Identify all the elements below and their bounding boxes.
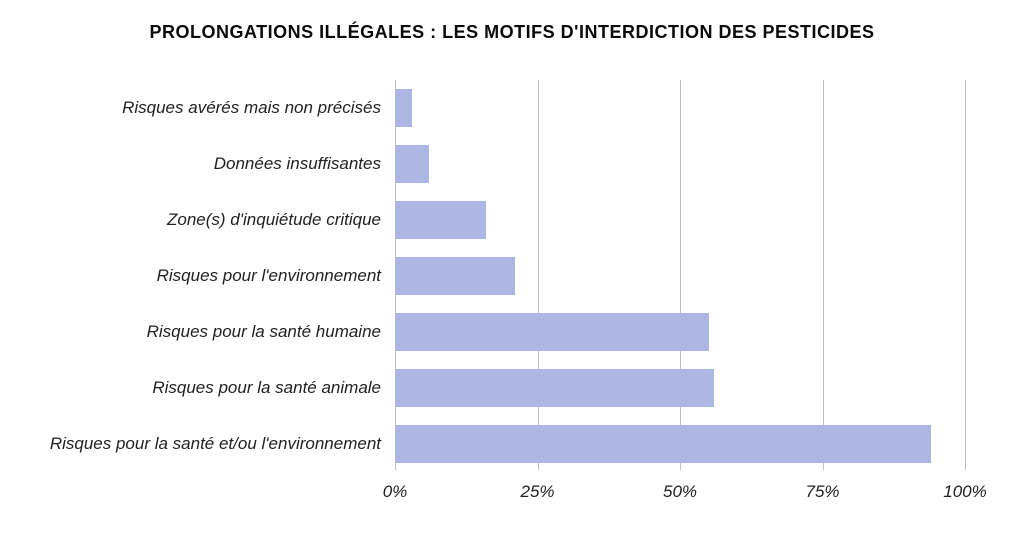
grid-line [680, 80, 681, 470]
plot-area: 0%25%50%75%100%Risques avérés mais non p… [395, 80, 965, 470]
y-axis-category-label: Risques pour la santé animale [152, 378, 395, 398]
y-axis-category-label: Zone(s) d'inquiétude critique [167, 210, 395, 230]
grid-line [538, 80, 539, 470]
x-axis-tick-label: 25% [520, 470, 554, 502]
bar [395, 201, 486, 239]
chart-title: PROLONGATIONS ILLÉGALES : LES MOTIFS D'I… [0, 22, 1024, 43]
bar [395, 313, 709, 351]
x-axis-tick-label: 0% [383, 470, 408, 502]
bar [395, 369, 714, 407]
x-axis-tick-label: 75% [805, 470, 839, 502]
chart-container: PROLONGATIONS ILLÉGALES : LES MOTIFS D'I… [0, 0, 1024, 549]
x-axis-tick-label: 100% [943, 470, 986, 502]
bar [395, 89, 412, 127]
y-axis-category-label: Risques pour l'environnement [157, 266, 395, 286]
grid-line [965, 80, 966, 470]
bar [395, 425, 931, 463]
y-axis-category-label: Risques pour la santé humaine [147, 322, 395, 342]
y-axis-category-label: Risques pour la santé et/ou l'environnem… [50, 434, 395, 454]
bar [395, 145, 429, 183]
grid-line [823, 80, 824, 470]
bar [395, 257, 515, 295]
y-axis-category-label: Risques avérés mais non précisés [122, 98, 395, 118]
x-axis-tick-label: 50% [663, 470, 697, 502]
y-axis-category-label: Données insuffisantes [214, 154, 395, 174]
